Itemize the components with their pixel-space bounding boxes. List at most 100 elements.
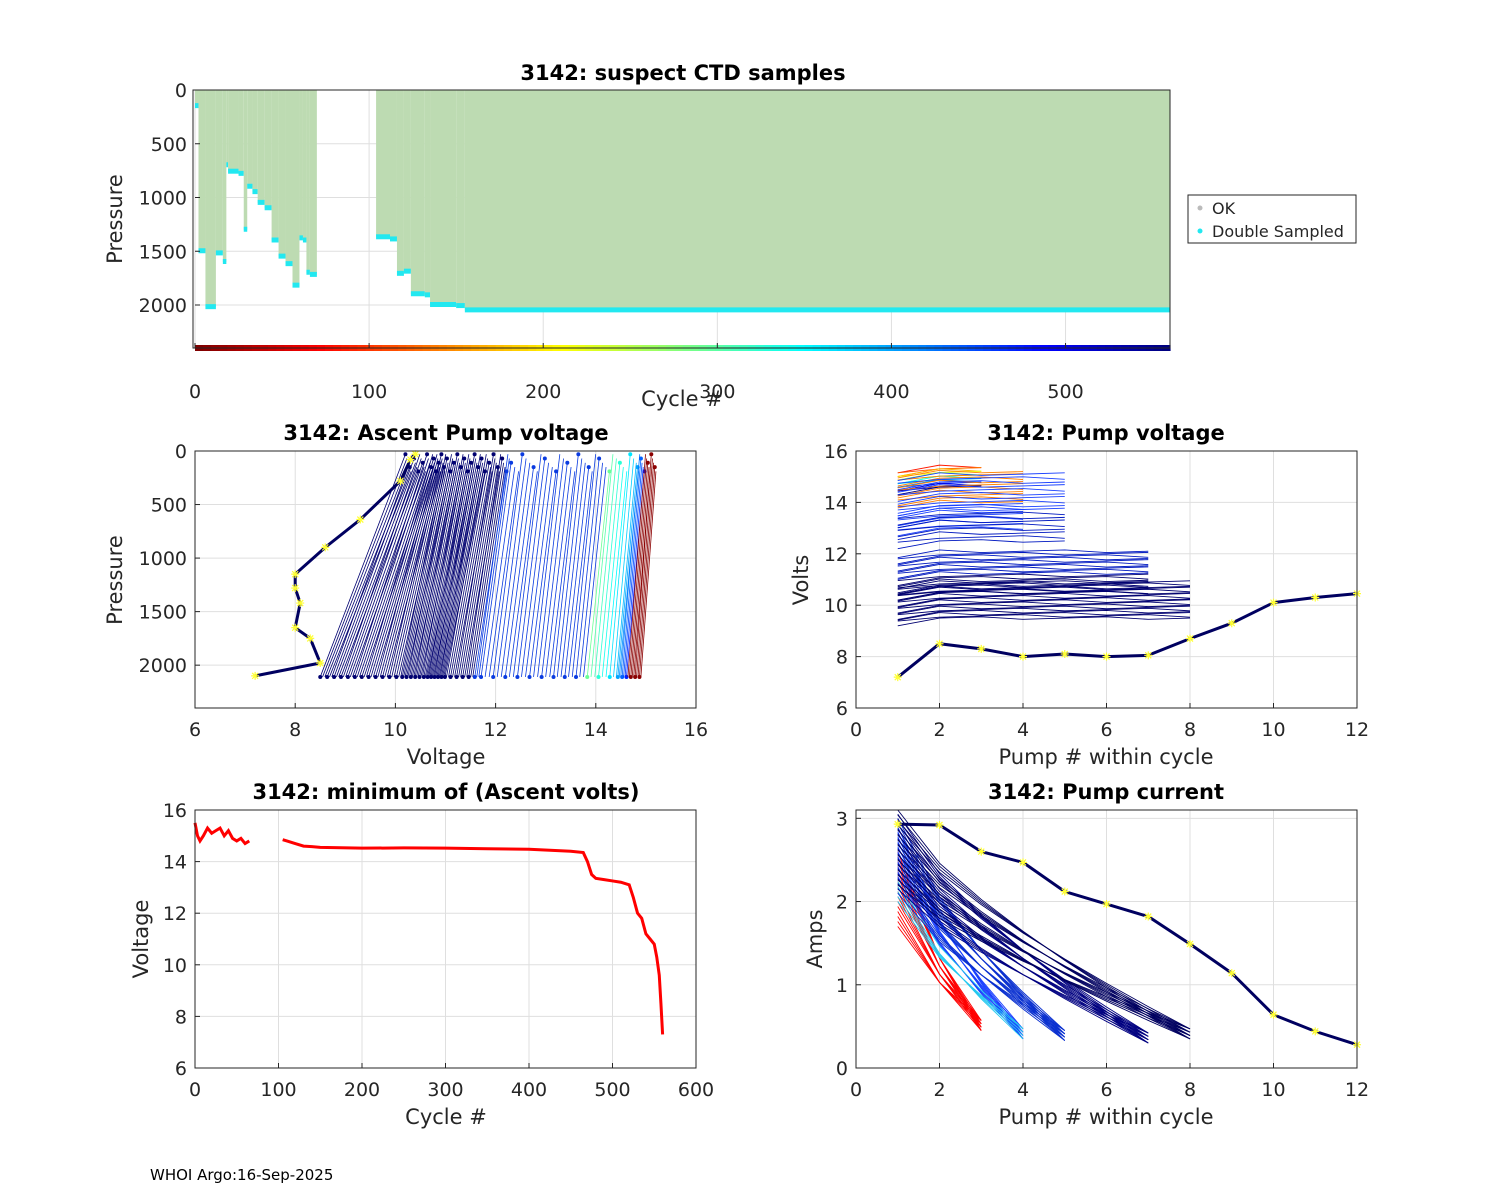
ascent-profile-point [615, 674, 620, 679]
ascent-profile-line [564, 467, 590, 677]
ascent-profile-line [372, 466, 436, 678]
ascent-profile-line [391, 458, 443, 678]
pump-voltage-cycle-line [897, 507, 1065, 517]
ascent-profile-line [329, 471, 412, 678]
double-sampled-marker [205, 304, 216, 310]
ok-sample-bar [410, 90, 425, 295]
ylabel-suspect: Pressure [103, 174, 127, 264]
xlabel-suspect: Cycle # [641, 387, 723, 411]
ylabel-minvolts: Voltage [129, 900, 153, 979]
title-pumpcurrent: 3142: Pump current [988, 780, 1224, 804]
ascent-profile-point [509, 460, 514, 465]
ascent-profile-point [637, 674, 642, 679]
pumpvolt-ticklabel-x: 10 [1261, 719, 1285, 741]
double-sampled-marker [309, 271, 317, 277]
pumpvolt-ticklabel-x: 0 [850, 719, 862, 741]
pumpcurrent-ticklabel-y: 3 [836, 808, 848, 830]
ylabel-pumpcurrent: Amps [803, 909, 827, 968]
pump-voltage-cycle-line [897, 484, 1065, 493]
pump-current-last-star [977, 847, 986, 856]
ok-sample-bar [309, 90, 317, 275]
data-minvolts [193, 822, 665, 1035]
ascent-profile-point [455, 452, 460, 457]
pump-voltage-last-star [1269, 598, 1278, 607]
ascent-profile-point [503, 674, 508, 679]
minvolts-ticklabel-y: 16 [163, 800, 187, 822]
pump-voltage-cycle-line [897, 476, 1065, 484]
pump-voltage-cycle-line [897, 616, 1191, 627]
ascent-profile-line [476, 454, 509, 678]
ascent-profile-line [525, 467, 553, 677]
pump-voltage-last-star [935, 639, 944, 648]
ascent-profile-line [448, 458, 489, 678]
data-pumpcurrent [893, 809, 1361, 1049]
pumpcurrent-ticklabel-x: 10 [1261, 1079, 1285, 1101]
ascent-profile-line [468, 458, 503, 678]
pump-voltage-cycle-line [897, 571, 1149, 580]
ascent-profile-line [441, 458, 482, 678]
pump-voltage-cycle-line [897, 582, 1191, 590]
pump-voltage-cycle-line [897, 597, 1191, 608]
ascent-profile-line [345, 458, 422, 678]
ok-sample-bar [195, 90, 199, 107]
pump-voltage-cycle-line [897, 554, 1149, 565]
xlabel-minvolts: Cycle # [405, 1105, 487, 1129]
ascent-profile-point [562, 674, 567, 679]
ascent-profile-point [466, 674, 471, 679]
double-sampled-marker [285, 261, 293, 267]
ascent-profile-line [458, 458, 496, 678]
pump-voltage-cycle-line [897, 495, 1065, 505]
double-sampled-marker [226, 162, 229, 168]
double-sampled-marker [299, 235, 303, 241]
ok-sample-bar [403, 90, 411, 272]
pump-current-cycle-line [897, 892, 1065, 1031]
pump-current-last-star [935, 820, 944, 829]
ascent-profile-point [607, 469, 612, 474]
ascent-profile-point [462, 456, 467, 461]
ylabel-pumpvolt: Volts [789, 555, 813, 606]
ascent-profile-line [474, 471, 507, 678]
pump-voltage-cycle-line [897, 523, 1065, 531]
ascent-profile-line [379, 458, 439, 678]
suspect-ticklabel-y: 0 [175, 80, 187, 102]
pump-voltage-cycle-line [897, 516, 1024, 527]
ok-sample-bar [205, 90, 216, 308]
ok-sample-bar [299, 90, 303, 239]
ascent-profile-line [356, 458, 429, 678]
ascent-profile-point [527, 674, 532, 679]
pump-voltage-cycle-line [897, 578, 1149, 588]
ascent-profile-line [382, 462, 440, 678]
double-sampled-marker [264, 205, 272, 211]
ascent-profile-line [407, 454, 452, 678]
footer-stamp: WHOI Argo:16-Sep-2025 [150, 1166, 334, 1184]
double-sampled-marker [247, 183, 253, 189]
pump-voltage-cycle-line [897, 595, 1191, 603]
double-sampled-marker [456, 303, 465, 309]
double-sampled-marker [228, 168, 239, 174]
ascent-profile-line [512, 454, 542, 677]
pump-voltage-cycle-line [897, 551, 1149, 560]
ascent-profile-line [496, 458, 527, 677]
pump-voltage-last-star [1060, 650, 1069, 659]
min-ascent-volts-line [193, 822, 665, 1035]
ascent-profile-line [590, 454, 614, 677]
ascent-profile-line [324, 462, 409, 678]
pump-voltage-cycle-line [897, 535, 1065, 543]
double-sampled-marker [396, 270, 404, 276]
ascent-profile-line [620, 454, 641, 677]
ascent-profile-point [387, 674, 392, 679]
pump-voltage-cycle-line [897, 586, 1191, 596]
title-pumpvolt: 3142: Pump voltage [987, 421, 1225, 445]
ascent-profile-point [345, 674, 350, 679]
ascent-profile-line [586, 471, 610, 677]
ascent-last-profile-star [291, 584, 300, 593]
pumpvolt-ticklabel-y: 8 [836, 647, 848, 669]
ascent-ticklabel-x: 14 [584, 719, 608, 741]
pump-current-last-star [1060, 887, 1069, 896]
pumpvolt-ticklabel-x: 2 [933, 719, 945, 741]
ascent-profile-point [645, 460, 650, 465]
ascent-ticklabel-x: 10 [383, 719, 407, 741]
double-sampled-marker [271, 237, 279, 243]
pump-voltage-cycle-line [897, 513, 1024, 521]
ascent-profile-point [442, 674, 447, 679]
